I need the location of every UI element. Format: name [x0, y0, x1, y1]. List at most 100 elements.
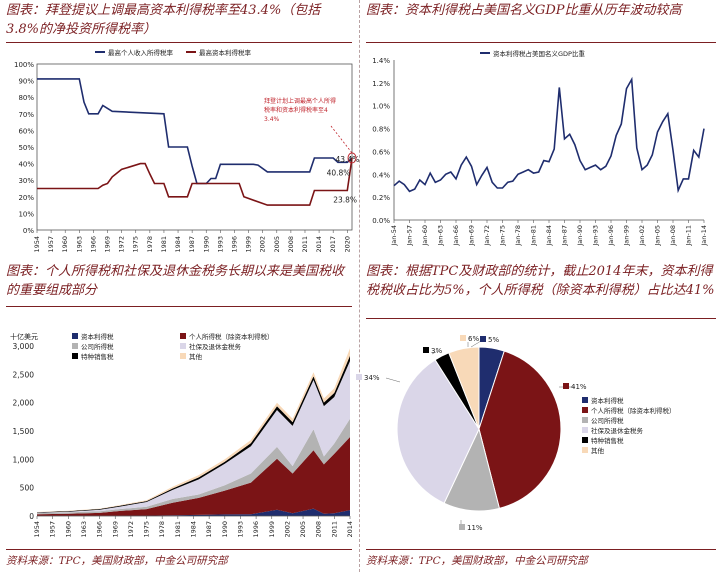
annotation-text: 3.4%	[264, 116, 280, 123]
x-tick-label: Jan-81	[530, 225, 538, 247]
x-tick-label: 2005	[273, 236, 281, 253]
x-tick-label: 2014	[346, 521, 354, 538]
legend-swatch	[582, 407, 588, 413]
series-line	[393, 76, 705, 194]
legend-label: 资本利得税	[591, 396, 624, 405]
y-tick-label: 1.0%	[372, 103, 390, 111]
legend-label: 特种销售税	[591, 436, 624, 445]
legend-label: 特种销售税	[81, 352, 114, 361]
x-tick-label: 1975	[143, 521, 151, 538]
x-tick-label: 1966	[89, 236, 97, 253]
pie-slice-6	[448, 346, 480, 430]
x-tick-label: 2008	[287, 236, 295, 253]
x-tick-label: 1999	[245, 236, 253, 253]
x-tick-label: 1993	[236, 521, 244, 538]
x-tick-label: Jan-90	[576, 225, 584, 247]
area-series-6	[37, 348, 350, 513]
legend-label: 资本利得税	[81, 332, 114, 341]
x-tick-label: 1978	[158, 521, 166, 538]
y-tick-label: 80%	[18, 94, 34, 102]
label-swatch	[423, 347, 429, 353]
area-series-4	[37, 361, 350, 514]
x-tick-label: 1984	[174, 236, 182, 253]
x-tick-label: 2002	[283, 521, 291, 538]
data-label: 23.8%	[333, 195, 357, 204]
x-tick-label: 1972	[118, 236, 126, 253]
y-tick-label: 3,000	[13, 342, 35, 351]
legend-swatch	[582, 417, 588, 423]
x-tick-label: 1984	[190, 521, 198, 538]
label-swatch	[563, 383, 569, 389]
x-tick-label: 1975	[132, 236, 140, 253]
y-tick-label: 70%	[18, 111, 34, 119]
slice-label: 6%	[468, 335, 479, 343]
leader-line	[470, 340, 482, 348]
x-tick-label: 1993	[216, 236, 224, 253]
x-tick-label: Jan-69	[468, 225, 476, 247]
y-tick-label: 2,000	[13, 399, 35, 408]
x-tick-label: Jan-11	[685, 225, 693, 247]
legend-label: 最高个人收入所得税率	[108, 48, 174, 57]
legend-swatch	[72, 333, 78, 339]
legend-label: 公司所得税	[591, 416, 624, 425]
y-tick-label: 0%	[23, 227, 34, 235]
x-tick-label: 1987	[188, 236, 196, 253]
source-rule-left	[6, 549, 352, 550]
x-tick-label: Jan-02	[638, 225, 646, 247]
panel2-title: 图表：资本利得税占美国名义GDP比重从历年波动较高	[366, 3, 682, 18]
x-tick-label: Jan-87	[561, 225, 569, 247]
legend-swatch	[582, 427, 588, 433]
x-tick-label: 1960	[64, 521, 72, 538]
x-tick-label: 2002	[259, 236, 267, 253]
legend-label: 其他	[591, 446, 605, 455]
y-unit-label: 十亿美元	[10, 332, 38, 341]
y-tick-label: 0	[29, 512, 34, 521]
x-tick-label: Jan-78	[514, 225, 522, 247]
y-tick-label: 60%	[18, 127, 34, 135]
x-tick-label: 1957	[47, 236, 55, 253]
x-tick-label: Jan-05	[654, 225, 662, 247]
x-tick-label: 1981	[160, 236, 168, 253]
source-note-right: 资料来源：TPC，美国财政部，中金公司研究部	[366, 555, 588, 567]
source-note-left: 资料来源：TPC，美国财政部，中金公司研究部	[6, 555, 228, 567]
area-series-5	[37, 355, 350, 513]
label-swatch	[459, 524, 465, 530]
legend-label: 资本利得税占美国名义GDP比重	[493, 49, 585, 58]
panel4-title: 图表：根据TPC及财政部的统计，截止2014年末，资本利得税税收占比为5%，个人…	[366, 264, 715, 298]
x-tick-label: Jan-96	[607, 225, 615, 247]
x-tick-label: 1966	[96, 521, 104, 538]
x-tick-label: 1987	[205, 521, 213, 538]
y-tick-label: 50%	[18, 144, 34, 152]
y-tick-label: 500	[20, 484, 35, 493]
y-tick-label: 1,000	[13, 455, 35, 464]
source-rule-right	[366, 549, 716, 550]
y-tick-label: 0.0%	[372, 217, 390, 225]
panel-divider	[359, 0, 360, 572]
y-tick-label: 2,500	[13, 370, 35, 379]
x-tick-label: 1999	[268, 521, 276, 538]
x-tick-label: 1954	[33, 521, 41, 538]
panel1-rule	[6, 42, 352, 43]
x-tick-label: Jan-99	[623, 225, 631, 247]
x-tick-label: 2005	[299, 521, 307, 538]
x-tick-label: Jan-66	[452, 225, 460, 247]
x-tick-label: Jan-84	[545, 225, 553, 247]
legend-swatch	[582, 447, 588, 453]
x-tick-label: 1990	[202, 236, 210, 253]
legend-label: 个人所得税（除资本利得税）	[591, 406, 676, 415]
x-tick-label: 2011	[330, 521, 338, 538]
y-tick-label: 1.4%	[372, 57, 390, 65]
area-series-3	[37, 418, 350, 515]
pie-slice-2	[478, 350, 562, 510]
slice-label: 11%	[467, 524, 483, 532]
pie-slice-4	[396, 359, 480, 504]
leader-line	[431, 350, 439, 355]
y-tick-label: 1.2%	[372, 80, 390, 88]
annotation-arrow	[330, 125, 353, 154]
slice-label: 34%	[364, 374, 380, 382]
legend-swatch	[180, 343, 186, 349]
leader-line	[385, 377, 401, 383]
x-tick-label: Jan-63	[437, 225, 445, 247]
x-tick-label: 1960	[61, 236, 69, 253]
x-tick-label: 1996	[230, 236, 238, 253]
